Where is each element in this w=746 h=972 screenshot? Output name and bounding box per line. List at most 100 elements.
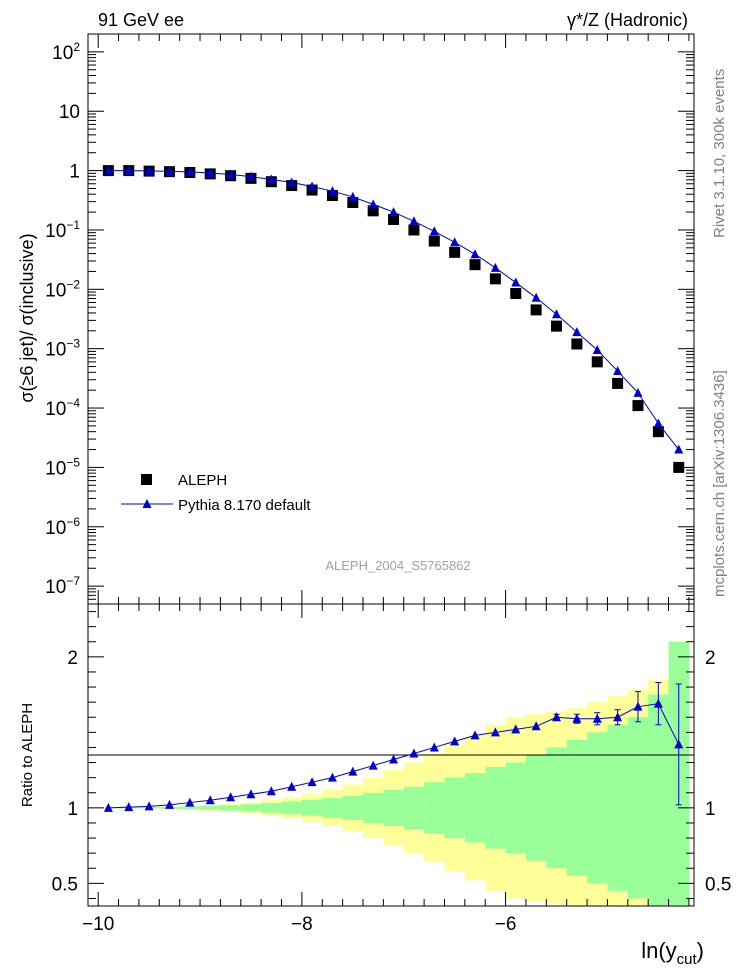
- legend-pythia-marker: [142, 499, 152, 508]
- ratio-axis-ticks: [88, 604, 694, 906]
- ratio-stat-band: [383, 789, 405, 826]
- ratio-data-point: [164, 799, 174, 809]
- pythia-data-point: [531, 292, 541, 302]
- ratio-data-point: [185, 797, 195, 807]
- pythia-data-point: [164, 166, 174, 176]
- x-axis-label-tail: ): [697, 938, 704, 963]
- aleph-data-point: [326, 190, 338, 202]
- ratio-stat-band: [322, 798, 343, 818]
- ratio-data-point: [470, 730, 480, 740]
- ratio-stat-band: [301, 799, 323, 816]
- aleph-data-point: [449, 246, 461, 258]
- ratio-panel: 0.5 0.5 1 1 2 2 −10 −8 −6 Ratio to ALEPH ln(ycu…: [19, 603, 732, 968]
- ratio-y-tick-label: 1: [67, 799, 78, 820]
- ratio-stat-band: [607, 724, 629, 891]
- header-right-label: γ*/Z (Hadronic): [567, 10, 688, 30]
- ratio-data-point: [124, 802, 134, 812]
- pythia-data-point: [348, 191, 358, 201]
- ratio-stat-band: [362, 792, 384, 823]
- main-y-tick-label: 10−4: [45, 396, 80, 420]
- main-y-tick-label: 10−3: [45, 337, 80, 361]
- ratio-data-point: [531, 721, 541, 731]
- ratio-data-point: [429, 742, 439, 752]
- ratio-data-point: [552, 712, 562, 722]
- aleph-data-point: [673, 461, 685, 473]
- pythia-data-point: [226, 169, 236, 179]
- ratio-data-point: [613, 712, 623, 722]
- ratio-data-point: [592, 713, 602, 723]
- ratio-data-point: [246, 789, 256, 799]
- watermark-label: ALEPH_2004_S5765862: [325, 558, 470, 573]
- ratio-data-point: [103, 802, 113, 812]
- ratio-data-point: [511, 724, 521, 734]
- pythia-data-point: [552, 309, 562, 319]
- ratio-stat-band: [403, 786, 425, 829]
- ratio-stat-band: [240, 804, 262, 812]
- header-left-label: 91 GeV ee: [98, 10, 184, 30]
- aleph-data-point: [530, 304, 542, 316]
- ratio-stat-band: [525, 755, 547, 861]
- ratio-stat-band: [261, 803, 282, 813]
- ratio-stat-band: [627, 717, 649, 899]
- ratio-data-point: [205, 795, 215, 805]
- ratio-data-point: [633, 701, 643, 711]
- legend-aleph-label: ALEPH: [178, 472, 227, 489]
- x-tick-labels: −10 −8 −6: [82, 914, 516, 935]
- main-y-tick-label: 10−6: [45, 515, 80, 539]
- pythia-data-point: [185, 166, 195, 176]
- main-frame: [87, 33, 695, 605]
- aleph-data-point: [408, 224, 420, 236]
- ratio-data-point: [389, 754, 399, 764]
- ratio-stat-band: [179, 806, 201, 810]
- ratio-data-point: [572, 713, 582, 723]
- x-tick-label: −8: [291, 914, 313, 935]
- ratio-stat-band: [444, 777, 466, 839]
- main-y-tick-label: 10−2: [45, 277, 80, 301]
- pythia-data-point: [409, 216, 419, 226]
- aleph-data-point: [632, 400, 644, 412]
- aleph-data-point: [652, 426, 664, 438]
- aleph-data-point: [612, 377, 624, 389]
- pythia-data-point: [103, 165, 113, 175]
- ratio-stat-band: [464, 773, 486, 843]
- aleph-data-point: [367, 205, 379, 217]
- main-y-tick-label: 10: [59, 102, 80, 123]
- ratio-data-point: [287, 781, 297, 791]
- aleph-data-point: [347, 197, 359, 209]
- ratio-data-point: [226, 792, 236, 802]
- pythia-data-point: [327, 186, 337, 196]
- aleph-data-point: [428, 235, 440, 247]
- pythia-data-point: [592, 345, 602, 355]
- legend-aleph-marker: [141, 474, 152, 485]
- pythia-data-point: [144, 165, 154, 175]
- ratio-data-point: [674, 739, 684, 749]
- ratio-stat-band: [505, 762, 527, 854]
- main-axis-ticks: [88, 33, 694, 605]
- mcplots-label: mcplots.cern.ch [arXiv:1306.3436]: [711, 370, 728, 597]
- aleph-data-point: [591, 356, 603, 368]
- main-y-tick-labels: 102 10 1 10−1 10−2 10−3 10−4 10−5 10−6 10−7: [45, 40, 80, 598]
- pythia-data-point: [389, 207, 399, 217]
- x-tick-label: −10: [82, 914, 114, 935]
- ratio-data-marks: [103, 682, 684, 812]
- ratio-data-point: [450, 736, 460, 746]
- aleph-data-point: [469, 259, 481, 271]
- ratio-data-point: [307, 777, 317, 787]
- rivet-version-label: Rivet 3.1.10, 300k events: [711, 69, 728, 238]
- pythia-data-point: [653, 418, 663, 428]
- ratio-data-point: [348, 766, 358, 776]
- pythia-data-point: [511, 277, 521, 287]
- ratio-stat-band: [424, 782, 445, 834]
- aleph-data-point: [571, 338, 583, 350]
- pythia-data-point: [490, 262, 500, 272]
- main-y-tick-label: 1: [69, 162, 80, 183]
- pythia-data-point: [450, 237, 460, 247]
- aleph-data-point: [510, 288, 522, 300]
- ratio-data-point: [653, 698, 663, 708]
- x-axis-label-base: ln(y: [641, 938, 676, 963]
- aleph-data-point: [551, 320, 563, 332]
- ratio-y-tick-labels: 0.5 0.5 1 1 2 2: [52, 648, 732, 896]
- ratio-data-point: [266, 786, 276, 796]
- x-tick-label: −6: [495, 914, 517, 935]
